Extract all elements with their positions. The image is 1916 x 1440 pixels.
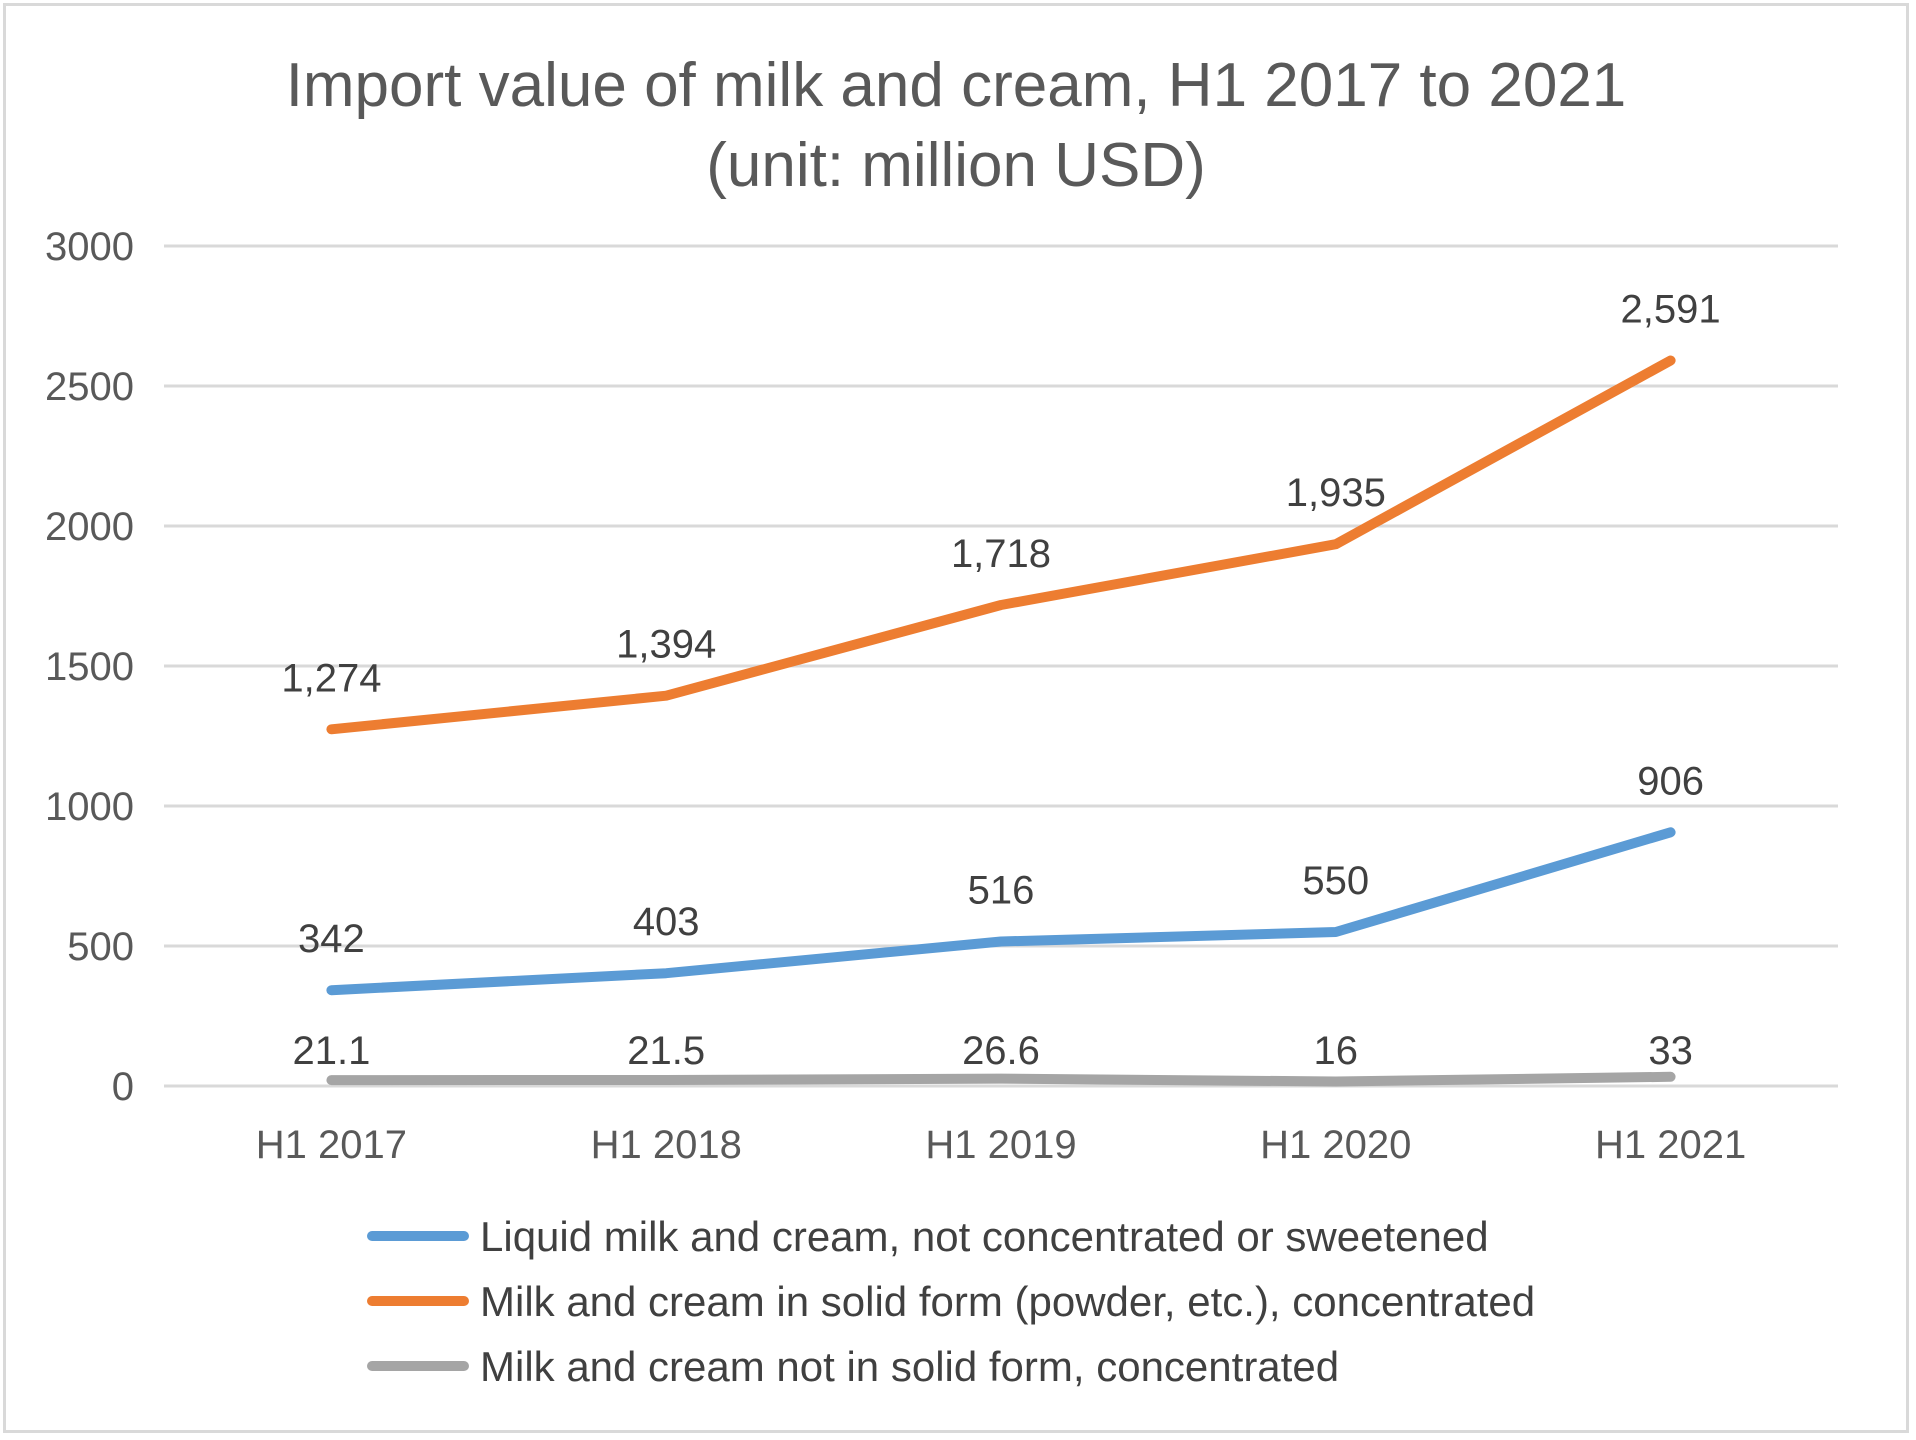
x-axis-ticks: H1 2017 H1 2018 H1 2019 H1 2020 H1 2021: [256, 1123, 1746, 1167]
data-label: 21.1: [292, 1029, 370, 1073]
data-label: 16: [1314, 1029, 1359, 1073]
series-lines: [326, 355, 1676, 1087]
data-labels: 342 403 516 550 906 1,274 1,394 1,718 1,935 2,591…: [281, 288, 1720, 1073]
data-label: 26.6: [962, 1029, 1040, 1073]
y-tick-label: 0: [112, 1065, 134, 1109]
data-label: 550: [1302, 859, 1369, 903]
x-tick-label: H1 2019: [925, 1123, 1076, 1167]
x-tick-label: H1 2020: [1260, 1123, 1411, 1167]
data-label: 403: [633, 900, 700, 944]
data-label: 1,394: [616, 623, 716, 667]
data-label: 906: [1637, 759, 1704, 803]
data-label: 21.5: [627, 1029, 705, 1073]
chart-title: Import value of milk and cream, H1 2017 …: [286, 51, 1627, 120]
data-label: 2,591: [1621, 288, 1721, 332]
y-axis-ticks: 0 500 1000 1500 2000 2500 3000: [45, 225, 134, 1109]
data-label: 33: [1648, 1029, 1693, 1073]
line-chart: Import value of milk and cream, H1 2017 …: [45, 51, 1838, 1390]
x-tick-label: H1 2021: [1595, 1123, 1746, 1167]
y-tick-label: 500: [67, 925, 134, 969]
y-tick-label: 2000: [45, 505, 134, 549]
chart-frame: Import value of milk and cream, H1 2017 …: [3, 3, 1909, 1433]
y-tick-label: 3000: [45, 225, 134, 269]
gridlines: [164, 244, 1838, 1088]
x-tick-label: H1 2018: [591, 1123, 742, 1167]
legend-item-3: Milk and cream not in solid form, concen…: [480, 1343, 1339, 1390]
series-line-3: [326, 1071, 1676, 1087]
y-tick-label: 1000: [45, 785, 134, 829]
y-tick-label: 2500: [45, 365, 134, 409]
legend: Liquid milk and cream, not concentrated …: [367, 1213, 1535, 1390]
data-label: 1,718: [951, 532, 1051, 576]
x-tick-label: H1 2017: [256, 1123, 407, 1167]
data-label: 1,935: [1286, 471, 1386, 515]
y-tick-label: 1500: [45, 645, 134, 689]
legend-item-1: Liquid milk and cream, not concentrated …: [480, 1213, 1489, 1260]
legend-item-2: Milk and cream in solid form (powder, et…: [480, 1278, 1535, 1325]
data-label: 516: [968, 869, 1035, 913]
data-label: 342: [298, 917, 365, 961]
chart-subtitle: (unit: million USD): [706, 131, 1206, 200]
series-line-2: [326, 355, 1676, 735]
series-line-1: [326, 827, 1676, 996]
data-label: 1,274: [281, 656, 381, 700]
